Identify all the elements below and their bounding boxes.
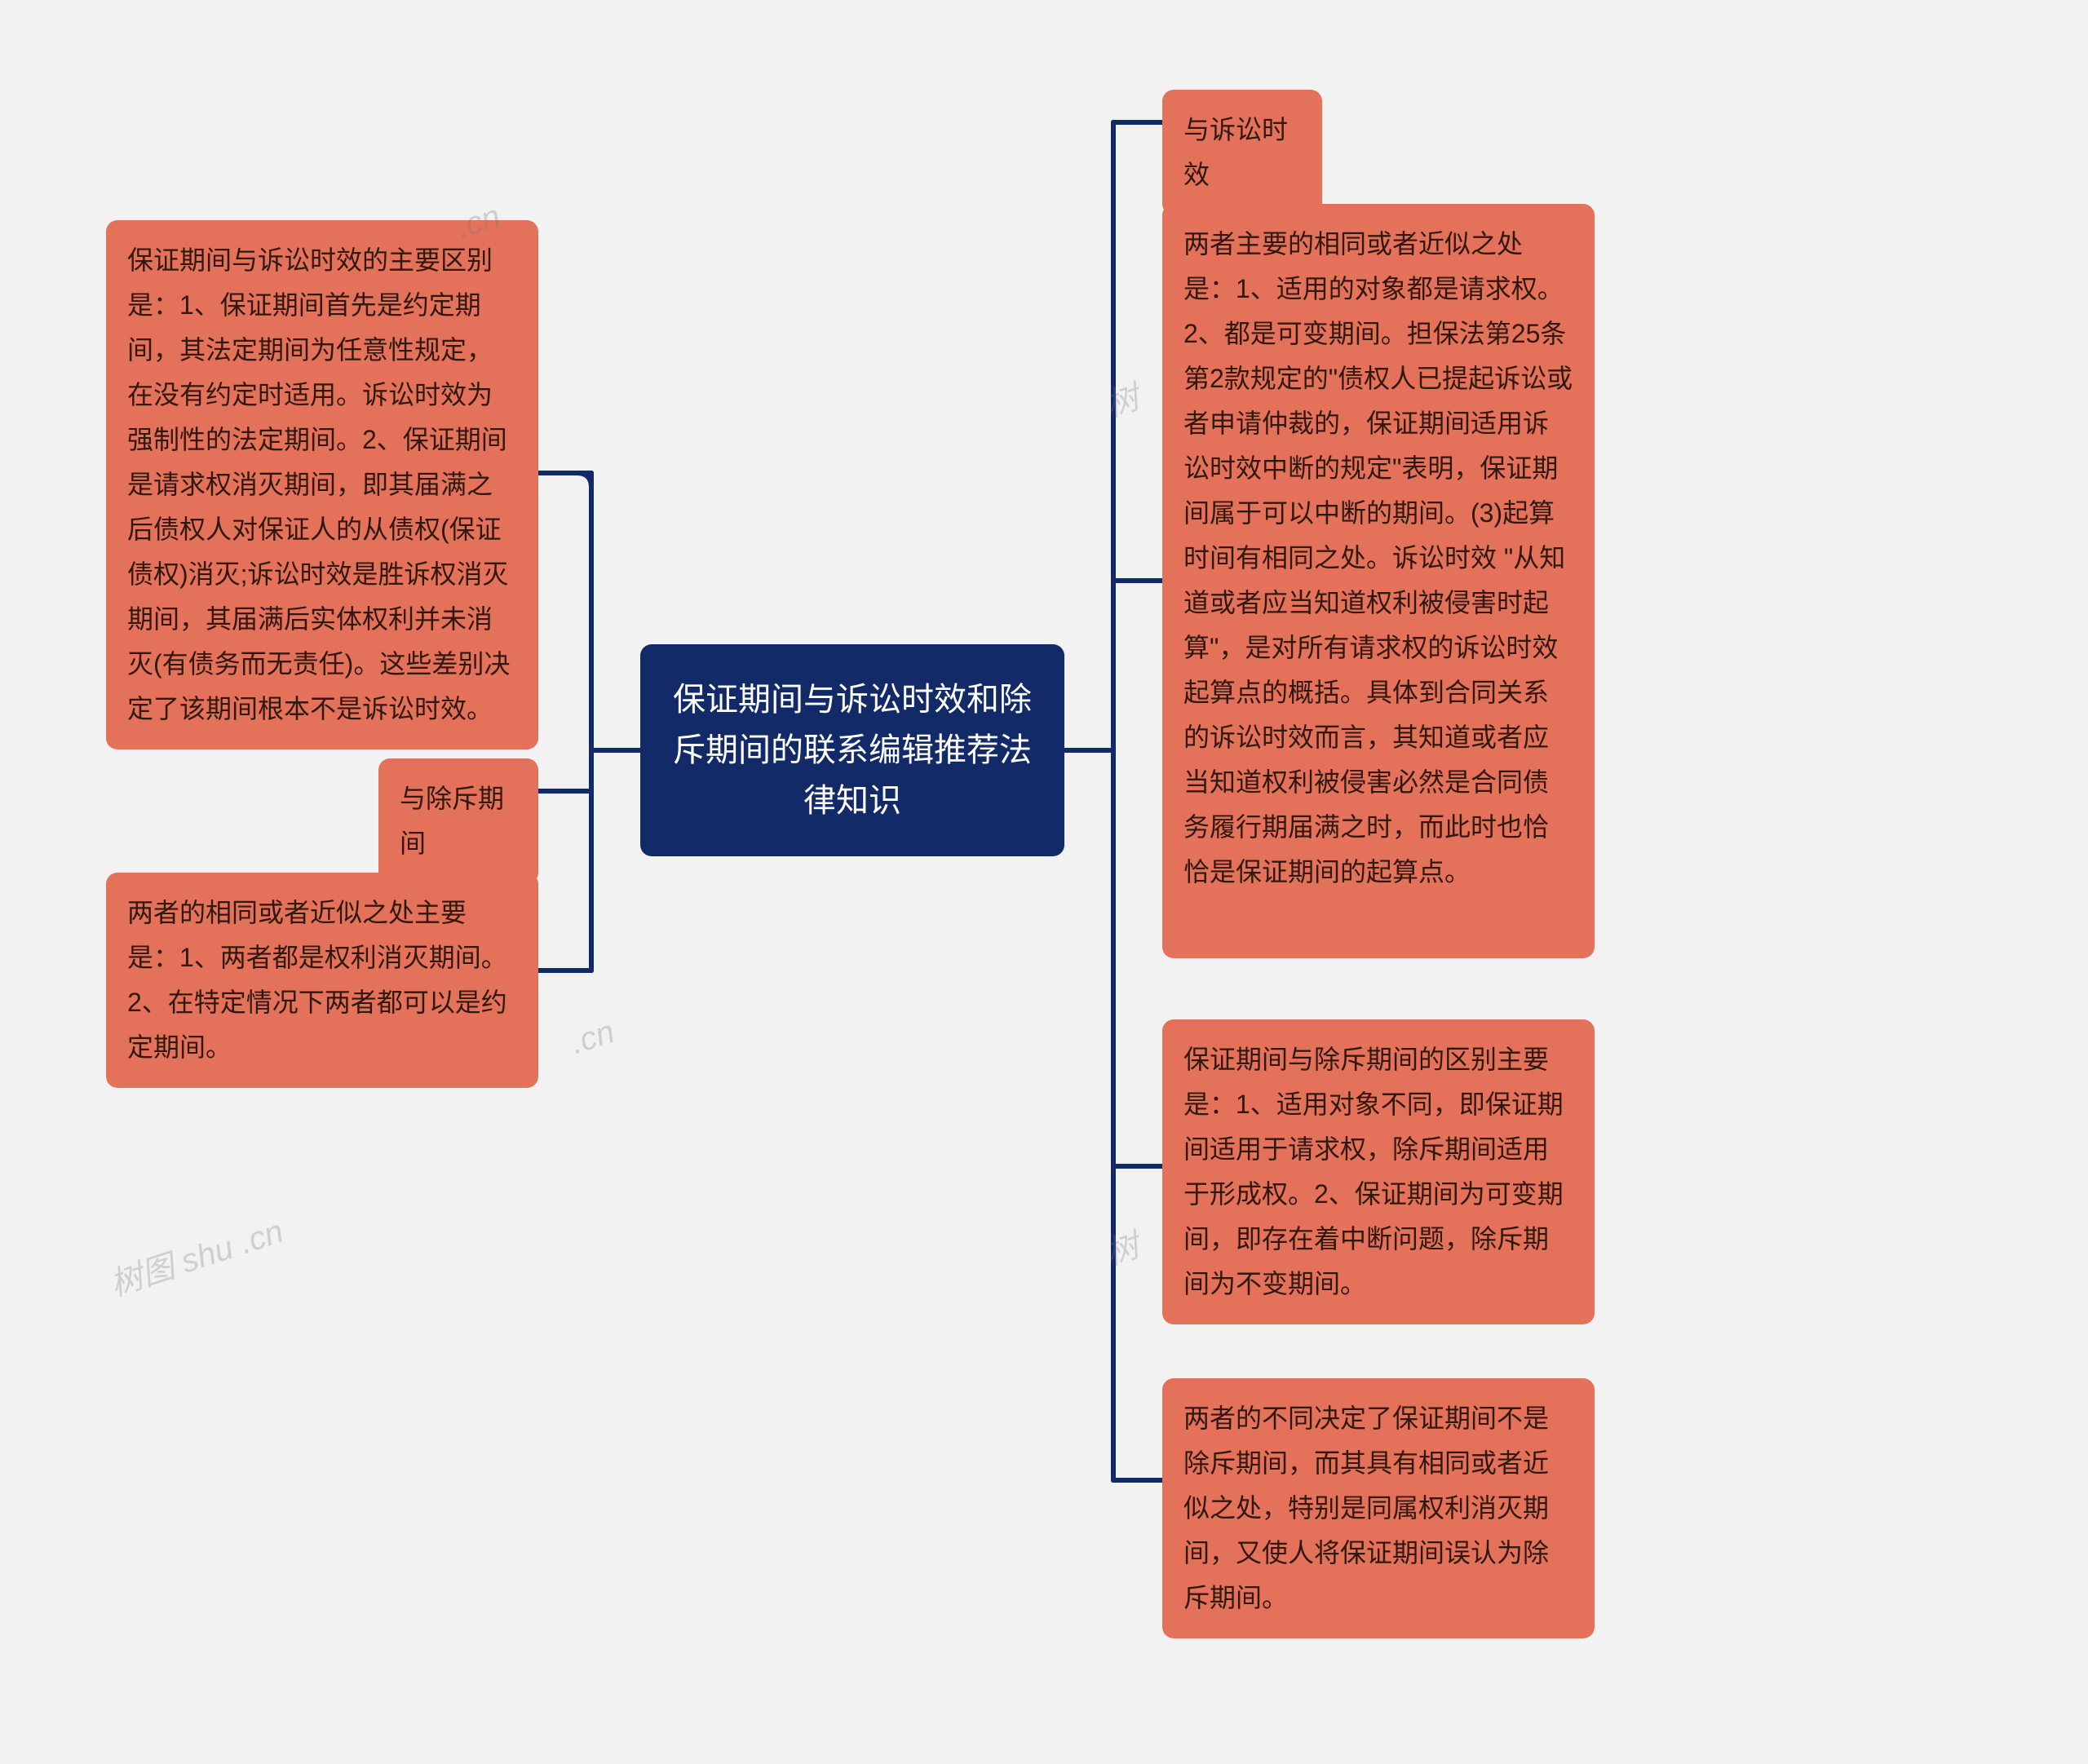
mindmap-root: 保证期间与诉讼时效和除斥期间的联系编辑推荐法律知识 — [640, 644, 1064, 856]
watermark: 树图 shu .cn — [103, 1205, 288, 1305]
watermark: 树 — [1099, 371, 1144, 427]
node-left-vs-exclusion-label: 与除斥期间 — [378, 758, 538, 884]
node-right-conclusion: 两者的不同决定了保证期间不是除斥期间，而其具有相同或者近似之处，特别是同属权利消… — [1162, 1378, 1595, 1638]
node-left-similarities: 两者的相同或者近似之处主要是：1、两者都是权利消灭期间。2、在特定情况下两者都可… — [106, 873, 538, 1088]
node-left-guarantee-vs-limitation-diff: 保证期间与诉讼时效的主要区别是：1、保证期间首先是约定期间，其法定期间为任意性规… — [106, 220, 538, 749]
node-right-similarities: 两者主要的相同或者近似之处是：1、适用的对象都是请求权。2、都是可变期间。担保法… — [1162, 204, 1595, 958]
watermark: .cn — [566, 1014, 619, 1062]
node-right-vs-limitation-label: 与诉讼时效 — [1162, 90, 1322, 215]
node-right-guarantee-vs-exclusion-diff: 保证期间与除斥期间的区别主要是：1、适用对象不同，即保证期间适用于请求权，除斥期… — [1162, 1019, 1595, 1324]
watermark: 树 — [1099, 1219, 1144, 1275]
root-title: 保证期间与诉讼时效和除斥期间的联系编辑推荐法律知识 — [661, 674, 1043, 826]
